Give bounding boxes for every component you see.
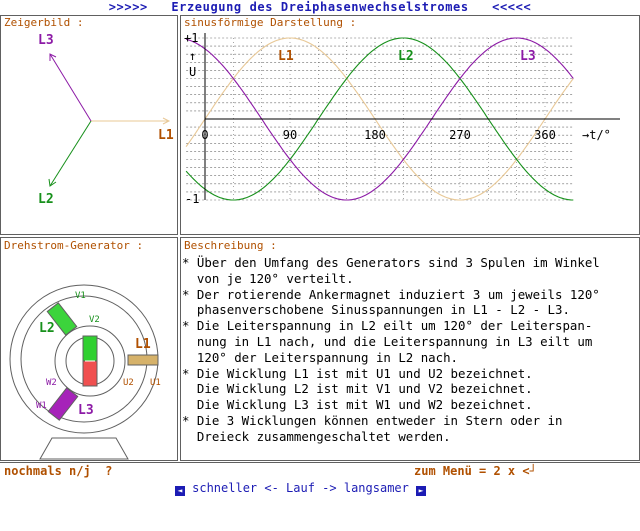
phasor-label-l2: L2	[38, 192, 54, 207]
description-line: * Über den Umfang des Generators sind 3 …	[182, 255, 600, 270]
x-tick-label: 360	[534, 128, 556, 142]
repeat-prompt[interactable]: nochmals n/j ?	[4, 464, 113, 478]
x-ticks: 0 90 180 270 360	[201, 128, 555, 142]
description-line: * Die Wicklung L1 ist mit U1 und U2 beze…	[182, 365, 533, 381]
phasor-l3-arrowhead	[49, 53, 57, 61]
generator-panel-title: Drehstrom-Generator :	[4, 239, 144, 252]
x-axis-label: →t/°	[582, 128, 611, 142]
left-arrow-icon[interactable]: ◄	[174, 486, 185, 496]
x-tick-label: 0	[201, 128, 208, 142]
description-line: Die Wicklung L2 ist mit V1 und V2 bezeic…	[182, 381, 533, 397]
phasor-l2-arrowhead	[48, 178, 57, 187]
right-arrow-icon[interactable]: ►	[416, 486, 427, 496]
y-top-label: +1	[184, 31, 198, 45]
generator-stand	[39, 437, 129, 460]
series-label-l2: L2	[398, 49, 414, 64]
series-label-l3: L3	[520, 49, 536, 64]
y-bottom-label: -1	[185, 192, 199, 206]
phasor-label-l1: L1	[158, 128, 174, 143]
description-line: * Die Leiterspannung in L2 eilt um 120° …	[182, 318, 593, 334]
terminal-w2: W2	[46, 378, 57, 388]
gen-label-l2: L2	[39, 321, 55, 336]
magnet-pole-s	[82, 335, 98, 362]
description-line: nung in L1 nach, und die Leiterspannung …	[182, 333, 593, 349]
series-line-l1	[185, 37, 574, 201]
coil-l2	[46, 302, 78, 336]
phasor-diagram: L1 L2 L3	[38, 33, 174, 207]
x-tick-label: 270	[449, 128, 471, 142]
description-panel-title: Beschreibung :	[184, 239, 277, 252]
sine-chart: 0 90 180 270 360 +1 -1 ↑ U →t/° L1 L2 L3	[184, 31, 620, 206]
generator-panel	[0, 237, 178, 461]
gen-label-l1: L1	[135, 337, 151, 352]
description-line: * Die 3 Wicklungen können entweder in St…	[182, 412, 563, 428]
description-line: * Der rotierende Ankermagnet induziert 3…	[182, 286, 600, 302]
terminal-u1: U1	[150, 378, 161, 388]
phasor-l3	[49, 53, 92, 122]
phasor-l1-arrowhead	[162, 117, 171, 125]
description-line: Die Wicklung L3 ist mit W1 und W2 bezeic…	[182, 397, 533, 413]
status-bar: nochmals n/j ? ◄ schneller <- Lauf -> la…	[0, 462, 640, 496]
y-axis-label: U	[189, 65, 196, 79]
description-line: 120° der Leiterspannung in L2 nach.	[182, 349, 459, 365]
series-line-l2	[185, 37, 574, 201]
y-up-arrow: ↑	[189, 49, 196, 63]
description-line: phasenverschobene Sinusspannungen in L1 …	[182, 302, 570, 318]
terminal-u2: U2	[123, 378, 134, 388]
phasor-panel-title: Zeigerbild :	[4, 16, 84, 29]
sine-panel-title: sinusförmige Darstellung :	[184, 16, 357, 29]
x-tick-label: 90	[283, 128, 297, 142]
description-text: * Über den Umfang des Generators sind 3 …	[182, 255, 637, 445]
x-tick-label: 180	[364, 128, 386, 142]
page-title: >>>>> Erzeugung des Dreiphasenwechselstr…	[0, 0, 640, 14]
terminal-w1: W1	[36, 401, 47, 411]
speed-control[interactable]: ◄ schneller <- Lauf -> langsamer ►	[146, 463, 427, 514]
description-line: Dreieck zusammengeschaltet werden.	[182, 428, 451, 444]
phasor-label-l3: L3	[38, 33, 54, 48]
generator-diagram: L1 L2 L3 V1 V2 U2 U1 W2 W1	[9, 284, 161, 460]
chart-waves	[185, 37, 574, 201]
coil-l3	[47, 387, 79, 421]
terminal-v1: V1	[75, 291, 86, 301]
phasor-panel	[0, 15, 178, 235]
speed-label: schneller <- Lauf -> langsamer	[184, 481, 417, 495]
menu-prompt[interactable]: zum Menü = 2 x <┘	[414, 464, 537, 478]
terminal-v2: V2	[89, 315, 100, 325]
description-line: von je 120° verteilt.	[182, 270, 354, 286]
coil-l1	[127, 354, 159, 366]
phasor-l2	[49, 120, 92, 187]
magnet-pole-n	[82, 360, 98, 387]
series-line-l3	[185, 37, 574, 201]
gen-label-l3: L3	[78, 403, 94, 418]
series-label-l1: L1	[278, 49, 294, 64]
